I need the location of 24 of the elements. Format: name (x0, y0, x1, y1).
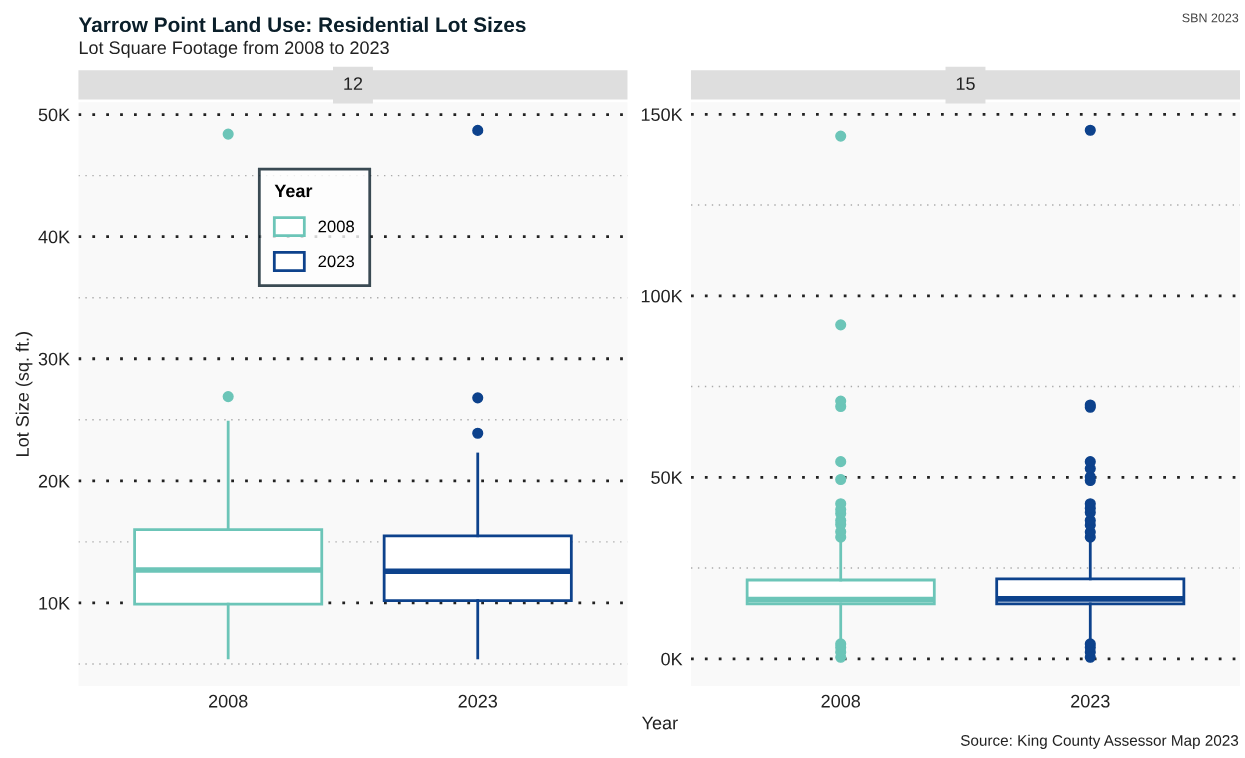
text: Yarrow Point Land Use: Residential Lot Sizes (78, 16, 526, 33)
y-tick-label: 10K (39, 596, 70, 610)
y-tick-label: 150K (641, 108, 683, 122)
x-tick-label: 2023 (1071, 694, 1110, 708)
x-tick-label: 2008 (209, 694, 248, 708)
x-tick-label: 2008 (821, 694, 861, 708)
y-tick-label: 40K (38, 230, 70, 244)
y-tick-label: 30K (38, 352, 70, 366)
y-axis-title: Lot Size (sq. ft.) (15, 332, 33, 456)
chart-title: 12 (344, 77, 363, 90)
y-tick-label: 100K (641, 289, 683, 303)
legend-label: 2008 (318, 220, 355, 233)
y-tick-label: 50K (651, 471, 683, 484)
y-tick-label: 20K (38, 474, 70, 488)
legend-title: Year (274, 184, 313, 198)
legend-label: 2023 (318, 255, 354, 268)
y-tick-label: 50K (38, 108, 70, 122)
x-tick-label: 2023 (458, 694, 498, 708)
chart-title: 15 (956, 77, 975, 91)
y-tick-label: 0K (661, 652, 683, 666)
text: Lot Square Footage from 2008 to 2023 (79, 40, 389, 58)
source-note: Source: King County Assessor Map 2023 (960, 734, 1239, 749)
text: SBN 2023 (1182, 13, 1239, 23)
x-axis-title: Year (642, 716, 678, 730)
